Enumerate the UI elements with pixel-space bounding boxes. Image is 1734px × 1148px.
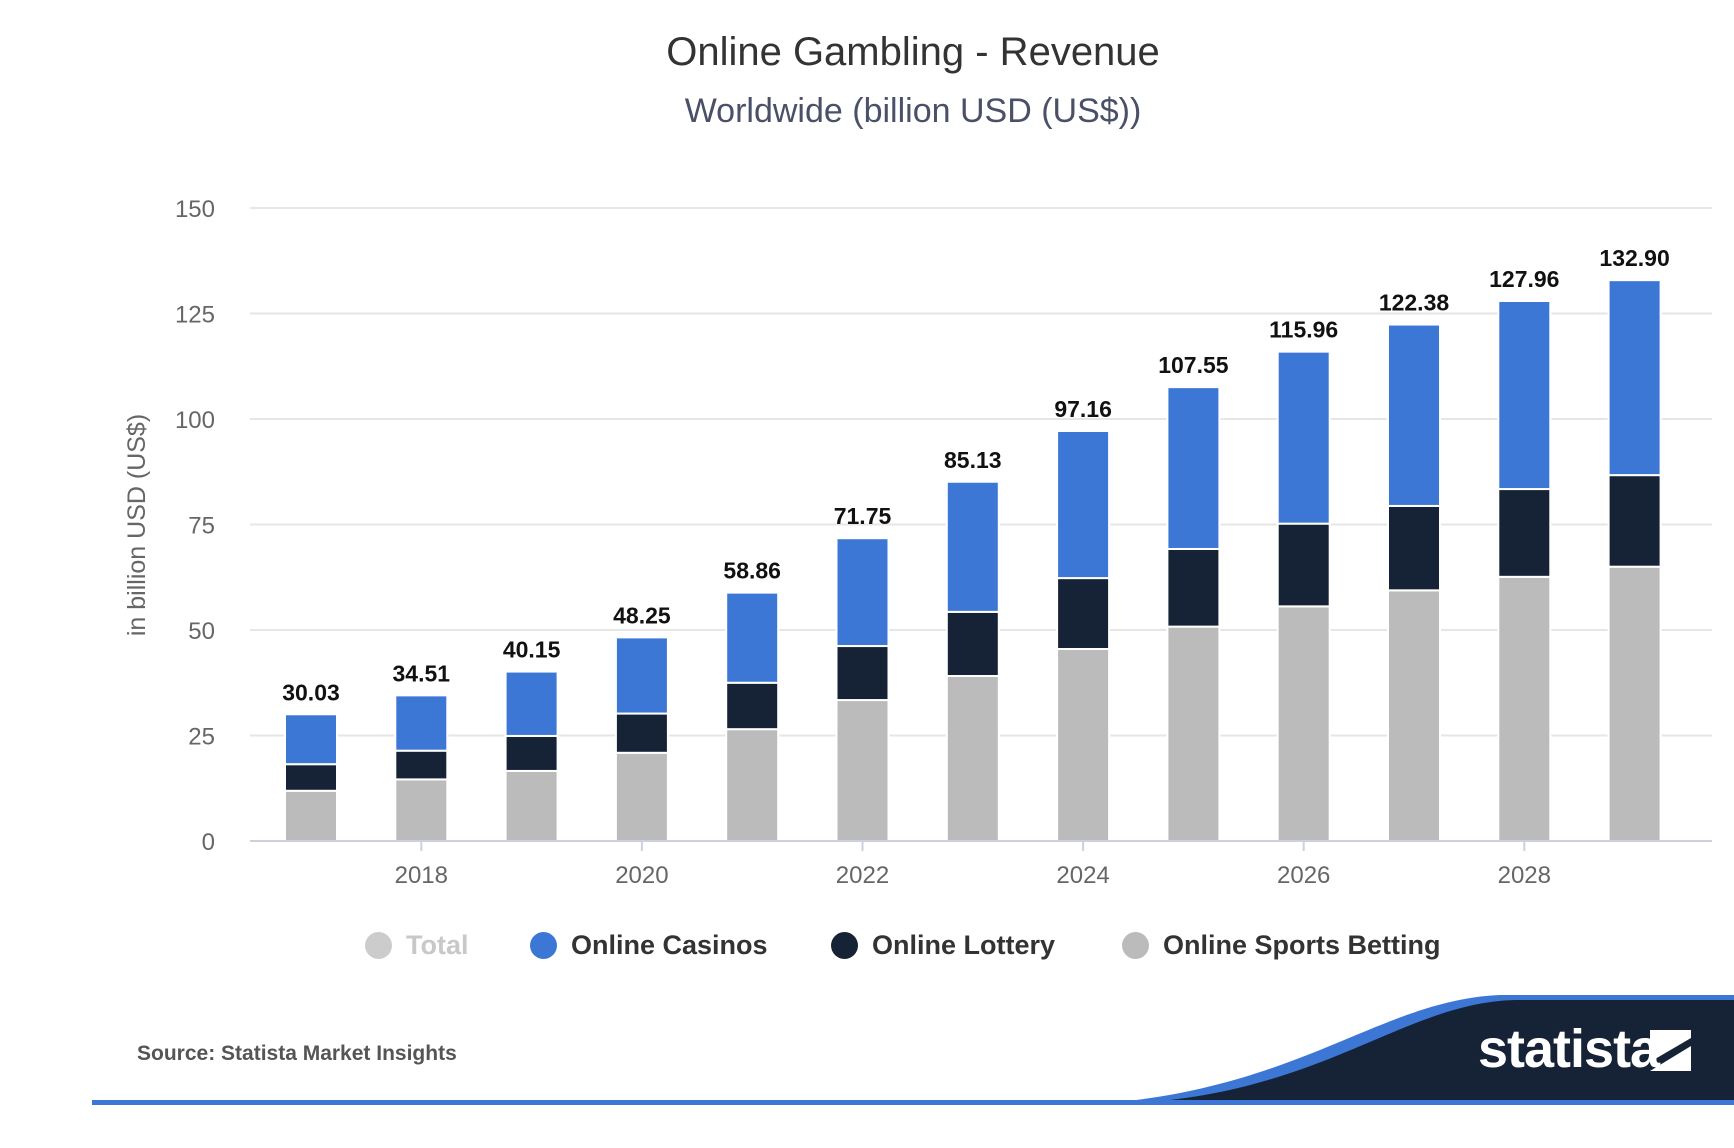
bars	[284, 279, 1662, 843]
data-label-total-2026: 115.96	[1269, 317, 1338, 343]
bar-online-casinos-2017	[284, 713, 338, 766]
data-label-total-2017: 30.03	[282, 679, 340, 705]
data-label-total-2019: 40.15	[503, 637, 561, 663]
y-axis-label: in billion USD (US$)	[123, 414, 151, 636]
x-axis: 2018 2020 2022 2024 2026 2028	[250, 840, 1712, 889]
source-note: Source: Statista Market Insights	[137, 1042, 457, 1065]
bar-online-casinos-2029	[1607, 279, 1662, 477]
bar-online-sports-betting-2019	[504, 769, 559, 842]
bar-online-lottery-2023	[945, 610, 1000, 677]
stacked-bar-chart: 0 25 50 75 100 125 150 30.03 34.51 40.15 48.25 58.…	[123, 196, 1712, 889]
data-label-total-2023: 85.13	[944, 447, 1002, 473]
legend-dot-online-casinos	[530, 932, 557, 959]
bar-online-casinos-2023	[945, 480, 1000, 613]
y-tick-label-1: 25	[188, 724, 215, 751]
total-labels: 30.03 34.51 40.15 48.25 58.86 71.75 85.13 97.16…	[282, 245, 1670, 705]
x-tick-label-2024: 2024	[1056, 862, 1109, 889]
bar-online-lottery-2020	[614, 712, 669, 754]
legend-item-online-casinos[interactable]: Online Casinos	[530, 930, 768, 961]
bar-online-sports-betting-2024	[1056, 647, 1111, 842]
bar-online-casinos-2028	[1497, 300, 1552, 491]
bar-online-sports-betting-2017	[284, 789, 338, 842]
statista-logo-icon	[1650, 1030, 1691, 1071]
y-axis-ticks: 0 25 50 75 100 125 150	[175, 196, 215, 856]
data-label-total-2025: 107.55	[1158, 352, 1229, 378]
bar-online-lottery-2022	[835, 645, 890, 702]
data-label-total-2018: 34.51	[393, 660, 451, 686]
bar-online-sports-betting-2028	[1497, 575, 1552, 842]
bar-online-casinos-2026	[1276, 350, 1331, 525]
chart-title: Online Gambling - Revenue	[666, 30, 1160, 74]
bar-online-casinos-2027	[1387, 323, 1441, 507]
bar-online-sports-betting-2029	[1607, 565, 1662, 842]
legend-label-online-casinos: Online Casinos	[571, 930, 768, 960]
statista-logo: statista	[1478, 1019, 1660, 1079]
legend-label-online-lottery: Online Lottery	[872, 930, 1056, 960]
bar-online-sports-betting-2027	[1387, 589, 1441, 842]
y-tick-label-6: 150	[175, 196, 215, 223]
data-label-total-2024: 97.16	[1054, 396, 1112, 422]
bar-online-casinos-2024	[1056, 429, 1111, 580]
bar-online-lottery-2025	[1166, 547, 1221, 628]
x-tick-label-2022: 2022	[836, 862, 889, 889]
legend-dot-online-sports-betting	[1122, 932, 1149, 959]
data-label-total-2029: 132.90	[1599, 245, 1669, 271]
bar-online-casinos-2020	[614, 636, 669, 715]
bar-online-lottery-2026	[1276, 522, 1331, 608]
legend-item-total[interactable]: Total	[365, 930, 469, 961]
bar-online-sports-betting-2018	[394, 778, 449, 842]
bar-online-lottery-2028	[1497, 488, 1552, 578]
legend-label-online-sports-betting: Online Sports Betting	[1163, 930, 1441, 960]
legend-item-online-sports-betting[interactable]: Online Sports Betting	[1122, 930, 1441, 961]
bar-online-lottery-2019	[504, 734, 559, 772]
data-label-total-2020: 48.25	[613, 602, 671, 628]
bar-online-casinos-2022	[835, 537, 890, 648]
bar-online-sports-betting-2025	[1166, 625, 1221, 843]
bar-online-lottery-2018	[394, 749, 449, 781]
footer-rule	[92, 1100, 1734, 1105]
legend-label-total: Total	[406, 930, 469, 960]
y-tick-label-5: 125	[175, 302, 215, 329]
y-tick-label-3: 75	[188, 513, 215, 540]
data-label-total-2027: 122.38	[1379, 290, 1450, 316]
legend-dot-total	[365, 932, 392, 959]
data-label-total-2028: 127.96	[1489, 266, 1559, 292]
bar-online-lottery-2024	[1056, 577, 1111, 650]
y-tick-label-4: 100	[175, 407, 215, 434]
bar-online-casinos-2019	[504, 670, 559, 737]
bar-online-casinos-2025	[1166, 386, 1221, 550]
chart-subtitle: Worldwide (billion USD (US$))	[684, 92, 1142, 130]
bar-online-casinos-2021	[725, 591, 780, 684]
data-label-total-2022: 71.75	[834, 503, 892, 529]
bar-online-lottery-2017	[284, 763, 338, 792]
footer-brand-panel	[1115, 1000, 1734, 1104]
x-tick-label-2028: 2028	[1498, 862, 1551, 889]
x-tick-label-2020: 2020	[615, 862, 668, 889]
y-tick-label-0: 0	[202, 829, 215, 856]
bar-online-lottery-2027	[1387, 504, 1441, 592]
x-tick-label-2018: 2018	[395, 862, 448, 889]
y-tick-label-2: 50	[188, 618, 215, 645]
legend-item-online-lottery[interactable]: Online Lottery	[831, 930, 1055, 961]
x-tick-label-2026: 2026	[1277, 862, 1330, 889]
legend: Total Online Casinos Online Lottery Onli…	[0, 930, 1734, 970]
data-label-total-2021: 58.86	[723, 558, 781, 584]
bar-online-casinos-2018	[394, 694, 449, 752]
legend-dot-online-lottery	[831, 932, 858, 959]
